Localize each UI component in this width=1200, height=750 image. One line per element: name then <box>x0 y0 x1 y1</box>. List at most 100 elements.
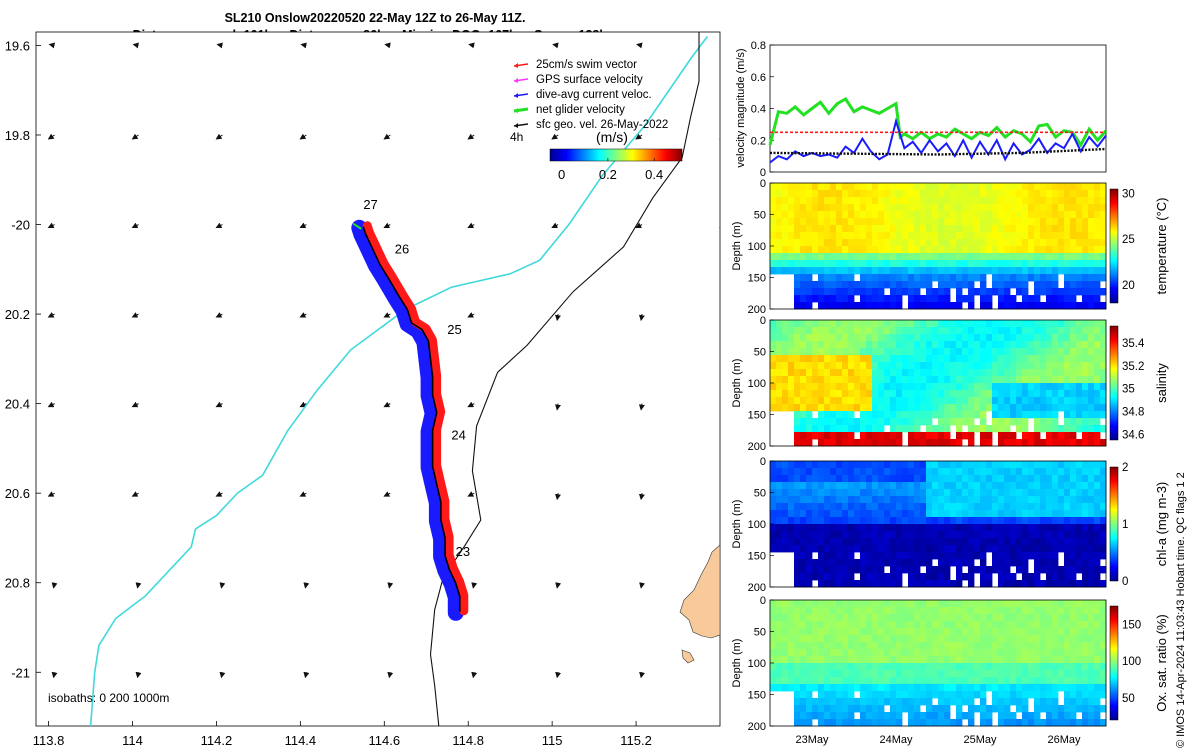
oxygen-cell <box>800 705 807 713</box>
chlorophyll-cell <box>1100 489 1107 497</box>
chlorophyll-cell <box>830 496 837 504</box>
temperature-cell <box>860 288 867 296</box>
temperature-cell <box>782 218 789 226</box>
oxygen-cell <box>884 684 891 692</box>
temperature-cell <box>890 281 897 289</box>
oxygen-cell <box>986 600 993 608</box>
salinity-cell <box>812 348 819 356</box>
temperature-cell <box>842 253 849 261</box>
oxygen-cell <box>896 656 903 664</box>
oxygen-cell <box>986 607 993 615</box>
chlorophyll-cell <box>914 559 921 567</box>
chlorophyll-cell <box>980 566 987 574</box>
oxygen-cell <box>926 656 933 664</box>
temperature-cell <box>836 225 843 233</box>
oxygen-cell <box>914 705 921 713</box>
temperature-cell <box>770 218 777 226</box>
chlorophyll-cell <box>920 552 927 560</box>
surface-vector-arrow <box>638 403 645 411</box>
oxygen-cell <box>932 663 939 671</box>
chlorophyll-cell <box>812 461 819 469</box>
oxygen-cell <box>1046 705 1053 713</box>
swim-vector-band <box>362 221 469 616</box>
salinity-cell <box>830 355 837 363</box>
temperature-cell <box>974 197 981 205</box>
temperature-colorbar-tick-label: 25 <box>1122 234 1135 246</box>
oxygen-cell <box>896 614 903 622</box>
temperature-cell <box>1010 274 1017 282</box>
oxygen-cell <box>902 684 909 692</box>
chlorophyll-cell <box>860 468 867 476</box>
chlorophyll-cell <box>842 552 849 560</box>
temperature-cell <box>908 183 915 191</box>
salinity-cell <box>806 341 813 349</box>
salinity-cell <box>800 432 807 440</box>
oxygen-cell <box>1022 719 1029 727</box>
chlorophyll-cell <box>1046 468 1053 476</box>
y-tick-label: 20.2 <box>5 307 30 322</box>
chlorophyll-cell <box>956 482 963 490</box>
chlorophyll-cell <box>992 566 999 574</box>
chlorophyll-cell <box>920 538 927 546</box>
temperature-cell <box>920 197 927 205</box>
chlorophyll-cell <box>1058 496 1065 504</box>
oxygen-cell <box>1004 614 1011 622</box>
temperature-cell <box>1004 274 1011 282</box>
oxygen-cell <box>782 670 789 678</box>
oxygen-cell <box>1064 712 1071 720</box>
temperature-cell <box>962 211 969 219</box>
salinity-cell <box>818 362 825 370</box>
chlorophyll-cell <box>944 461 951 469</box>
salinity-colorbar-tick-label: 34.6 <box>1122 429 1144 441</box>
salinity-cell <box>806 432 813 440</box>
oxygen-cell <box>836 677 843 685</box>
temperature-cell <box>860 274 867 282</box>
chlorophyll-cell <box>782 510 789 518</box>
temperature-cell <box>830 218 837 226</box>
chlorophyll-cell <box>1016 482 1023 490</box>
chlorophyll-cell <box>1070 538 1077 546</box>
salinity-cell <box>800 369 807 377</box>
oxygen-cell <box>950 628 957 636</box>
temperature-cell <box>794 211 801 219</box>
salinity-cell <box>944 404 951 412</box>
salinity-cell <box>800 341 807 349</box>
oxygen-cell <box>1052 607 1059 615</box>
salinity-cell <box>1076 355 1083 363</box>
salinity-cell <box>1100 411 1107 419</box>
salinity-cell <box>968 376 975 384</box>
salinity-cell <box>938 355 945 363</box>
oxygen-cell <box>782 600 789 608</box>
salinity-cell <box>1010 432 1017 440</box>
salinity-cell <box>920 341 927 349</box>
salinity-cell <box>1094 425 1101 433</box>
temperature-cell <box>824 302 831 310</box>
salinity-cell <box>806 418 813 426</box>
chlorophyll-cell <box>944 545 951 553</box>
chlorophyll-cell <box>974 545 981 553</box>
temperature-cell <box>878 302 885 310</box>
oxygen-cell <box>896 705 903 713</box>
oxygen-cell <box>1082 677 1089 685</box>
chlorophyll-cell <box>1046 510 1053 518</box>
salinity-cell <box>938 439 945 447</box>
oxygen-cell <box>788 663 795 671</box>
salinity-cell <box>932 411 939 419</box>
salinity-cell <box>794 439 801 447</box>
oxygen-cell <box>938 607 945 615</box>
chlorophyll-cell <box>1046 538 1053 546</box>
salinity-cell <box>1052 404 1059 412</box>
oxygen-cell <box>1070 677 1077 685</box>
temperature-cell <box>1034 253 1041 261</box>
chlorophyll-cell <box>1016 489 1023 497</box>
chlorophyll-cell <box>1028 545 1035 553</box>
oxygen-cell <box>788 635 795 643</box>
oxygen-cell <box>986 635 993 643</box>
oxygen-cell <box>998 656 1005 664</box>
temperature-cell <box>818 274 825 282</box>
oxygen-cell <box>974 635 981 643</box>
salinity-cell <box>956 404 963 412</box>
oxygen-cell <box>968 642 975 650</box>
temperature-cell <box>836 197 843 205</box>
temperature-cell <box>860 218 867 226</box>
